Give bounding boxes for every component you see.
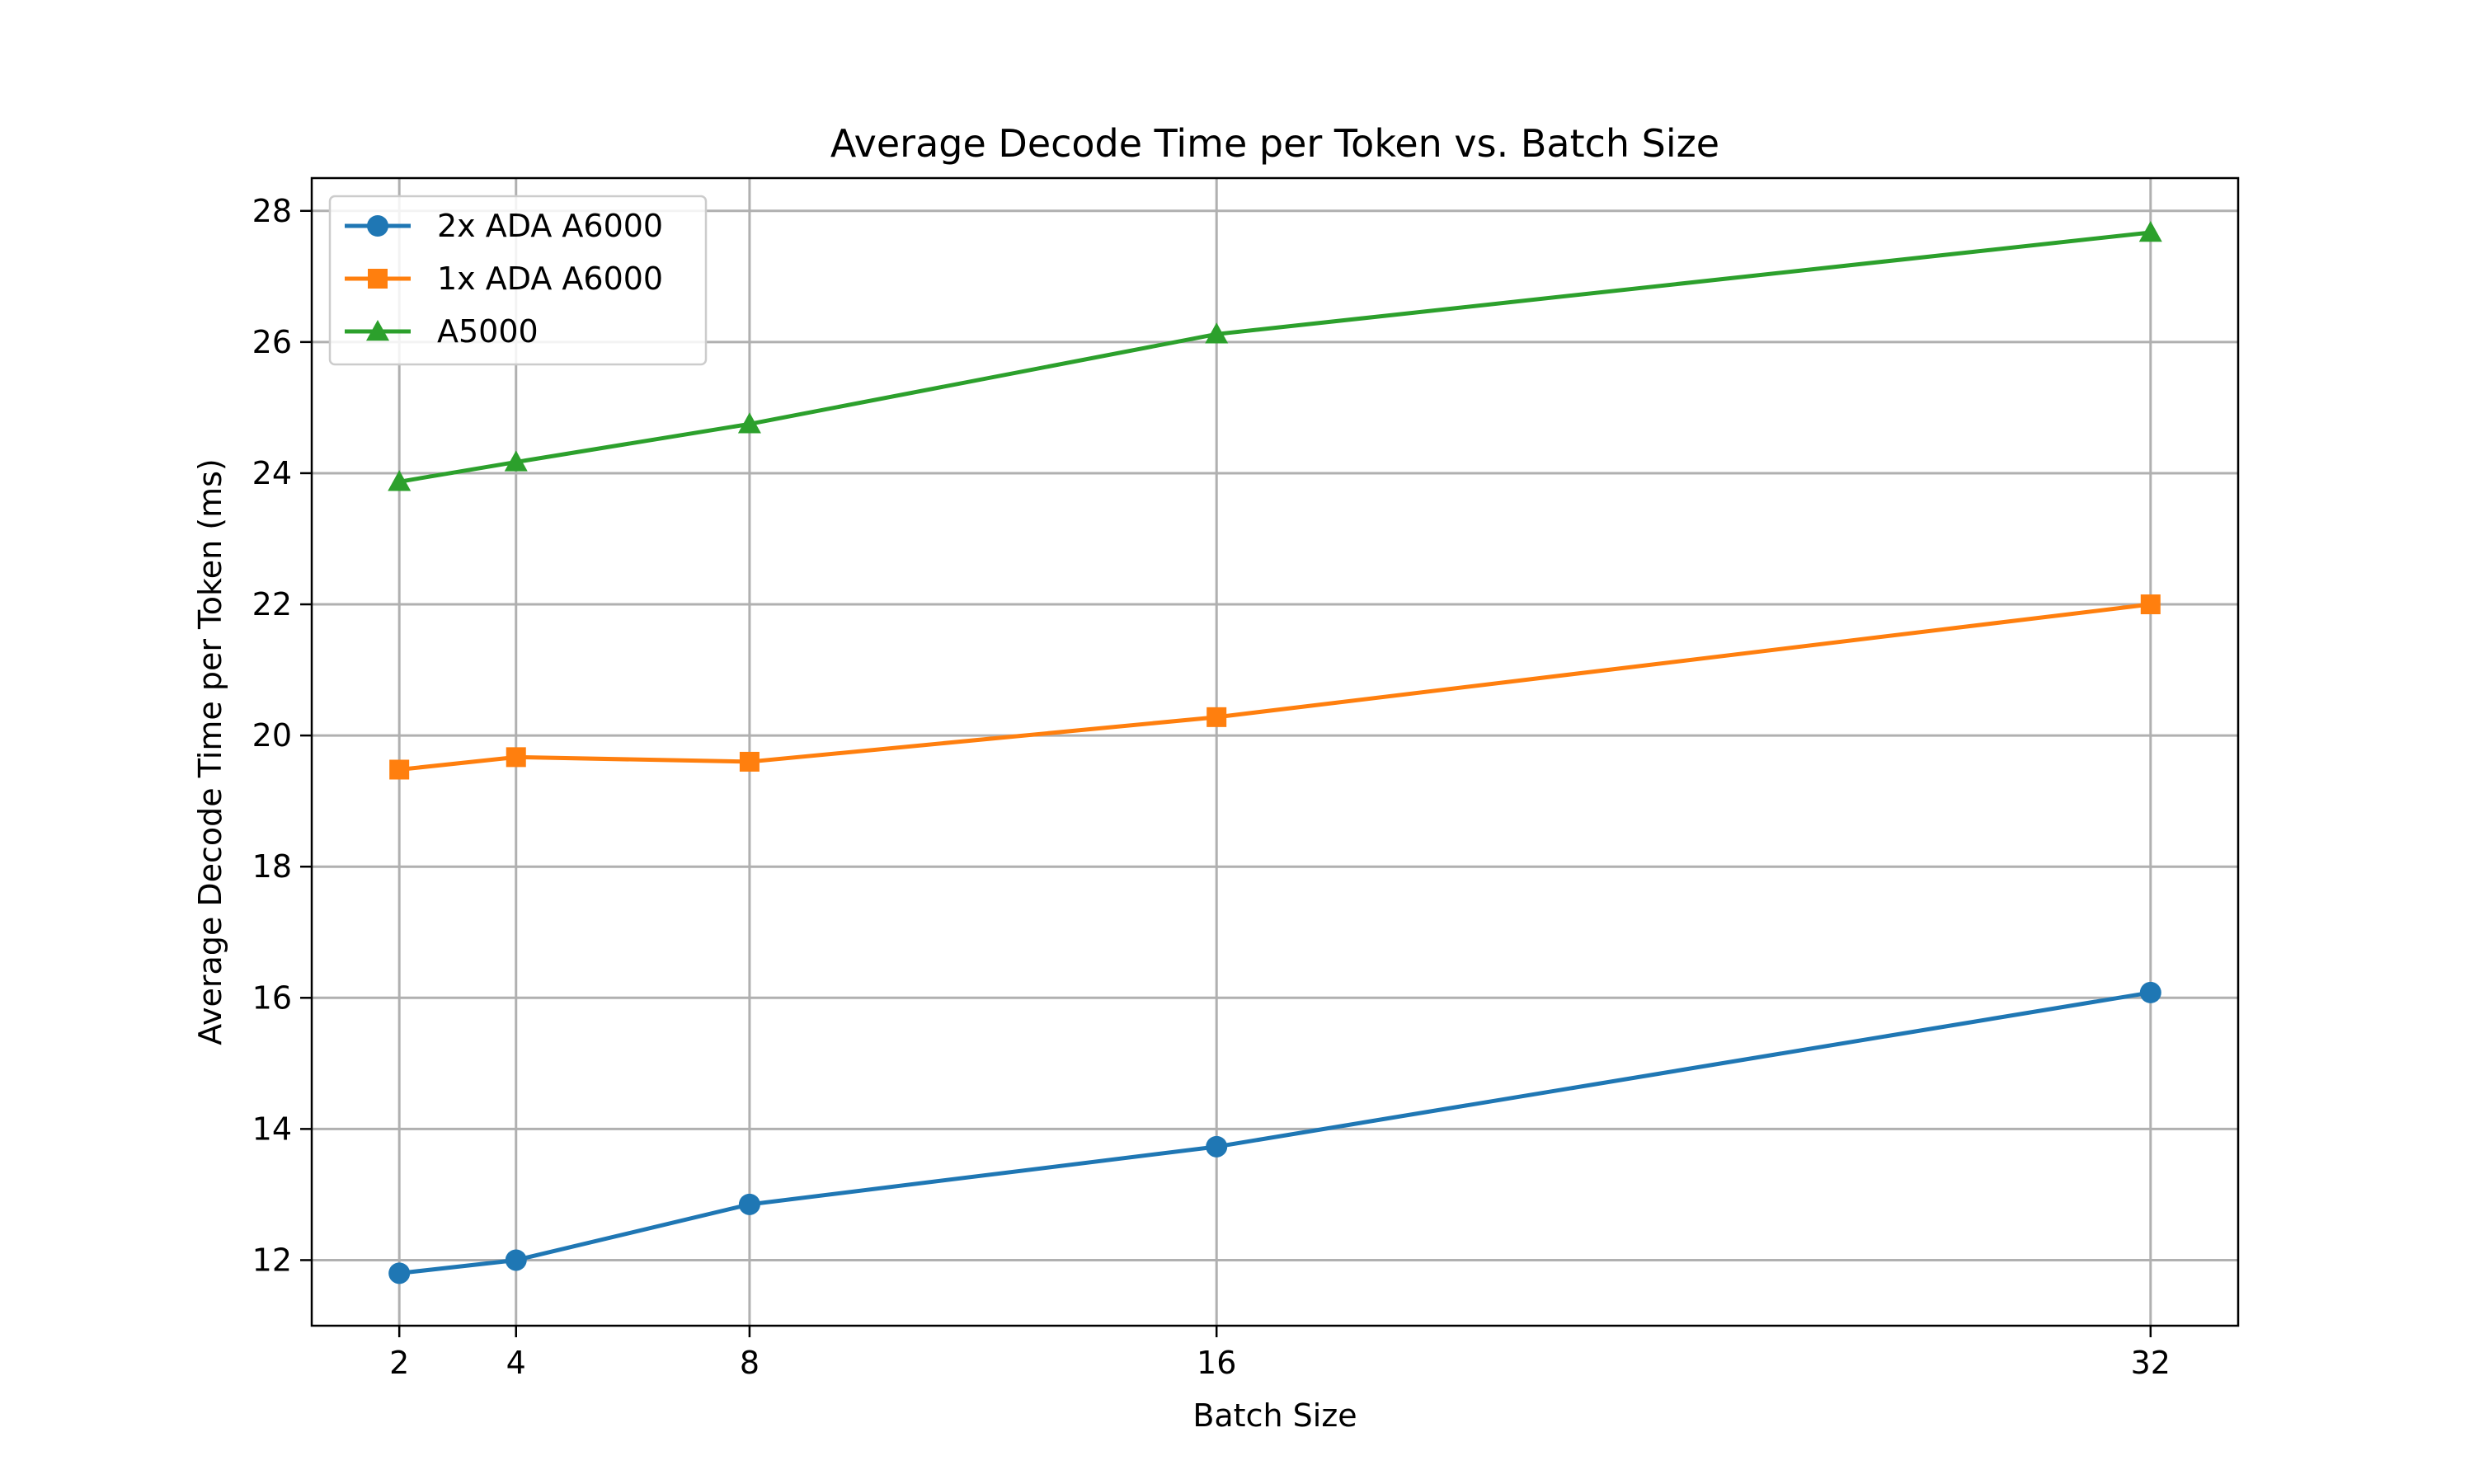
data-point	[505, 1249, 527, 1271]
series-2	[388, 221, 2162, 491]
x-tick-label: 32	[2131, 1345, 2171, 1381]
plot-frame	[310, 176, 2240, 1327]
legend-label: 2x ADA A6000	[437, 208, 663, 244]
legend-item: 1x ADA A6000	[345, 261, 663, 297]
series-line	[398, 990, 2152, 1275]
y-tick-label: 28	[252, 193, 292, 229]
legend-marker	[366, 320, 389, 341]
data-point	[739, 751, 760, 772]
series-layer	[388, 221, 2162, 1284]
legend-item: 2x ADA A6000	[345, 208, 663, 244]
chart-title: Average Decode Time per Token vs. Batch …	[830, 121, 1719, 166]
data-point	[737, 412, 761, 434]
series-line	[398, 602, 2152, 772]
data-point	[1206, 707, 1227, 727]
y-tick-label: 20	[252, 717, 292, 754]
y-axis-label: Average Decode Time per Token (ms)	[192, 458, 228, 1045]
legend-label: A5000	[437, 313, 539, 350]
data-point	[1206, 1135, 1228, 1158]
data-point	[2140, 594, 2161, 615]
data-point	[738, 1193, 760, 1215]
legend-label: 1x ADA A6000	[437, 261, 663, 297]
y-tick-label: 22	[252, 586, 292, 622]
legend-marker	[367, 215, 388, 237]
series-0	[388, 981, 2161, 1284]
x-axis-label: Batch Size	[1192, 1397, 1357, 1434]
y-tick-label: 12	[252, 1242, 292, 1278]
x-tick-label: 8	[740, 1345, 760, 1381]
legend-marker	[368, 269, 388, 289]
series-1	[389, 594, 2161, 780]
legend-box	[328, 195, 708, 366]
grid-lines	[312, 178, 2238, 1326]
y-tick-label: 14	[252, 1111, 292, 1147]
data-point	[2138, 221, 2162, 242]
legend-item: A5000	[345, 313, 539, 350]
data-point	[504, 450, 528, 472]
y-tick-label: 26	[252, 324, 292, 360]
data-point	[1205, 322, 1229, 344]
data-point	[2139, 981, 2161, 1003]
x-tick-label: 4	[506, 1345, 526, 1381]
data-point	[388, 1262, 411, 1284]
y-tick-label: 18	[252, 848, 292, 885]
y-tick-label: 24	[252, 455, 292, 491]
data-point	[506, 747, 526, 768]
x-tick-label: 16	[1197, 1345, 1236, 1381]
y-tick-label: 16	[252, 979, 292, 1016]
data-point	[388, 470, 412, 491]
data-point	[389, 759, 410, 780]
x-tick-label: 2	[389, 1345, 409, 1381]
legend: 2x ADA A6000 1x ADA A6000 A5000	[328, 195, 708, 366]
